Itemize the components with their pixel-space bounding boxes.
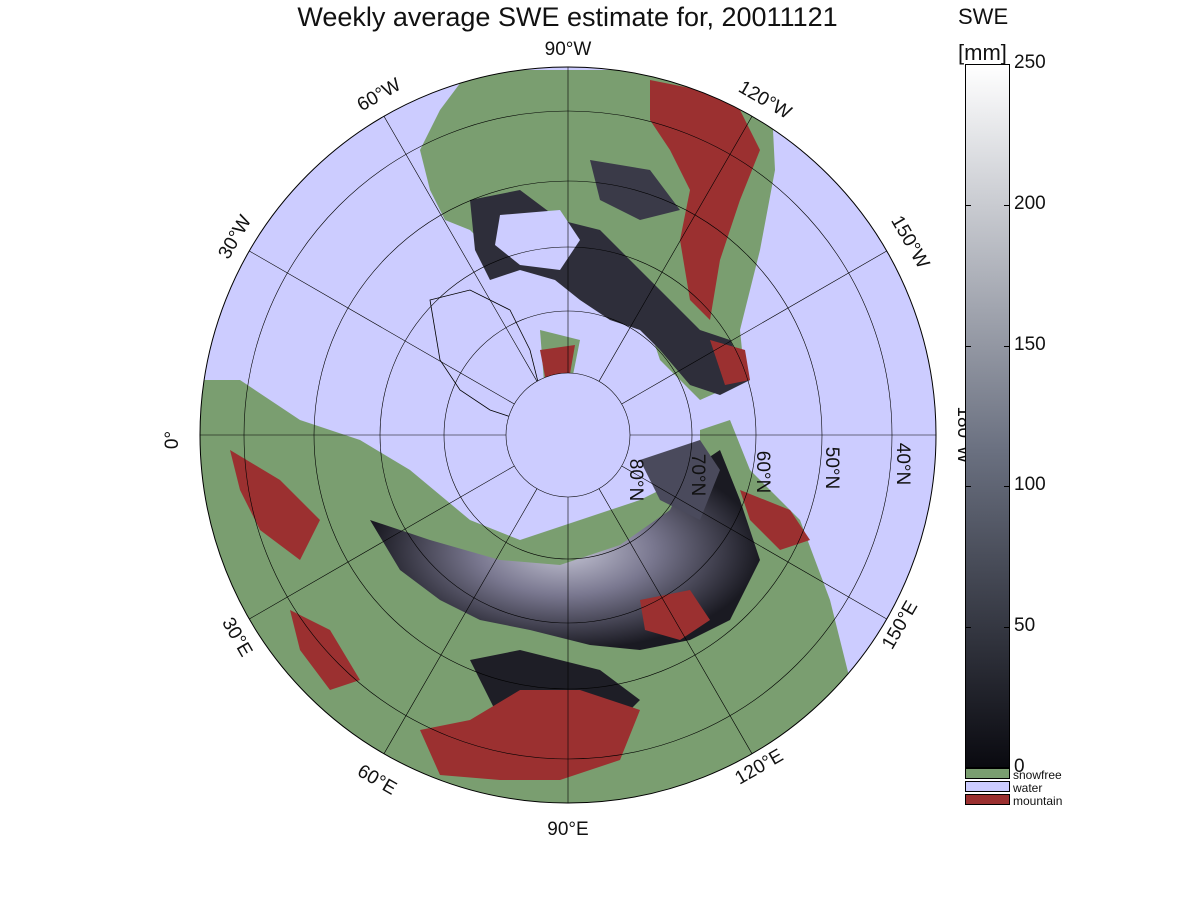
- meridian-line: [249, 465, 515, 620]
- mountain-kamchatka: [640, 590, 710, 640]
- colorbar-tick: [1004, 627, 1010, 629]
- colorbar-tick-label: 100: [1014, 474, 1046, 496]
- mountain-scandinavia: [230, 450, 320, 560]
- meridian-line: [621, 250, 887, 405]
- colorbar-tick: [965, 204, 971, 206]
- mountain-alaska: [710, 340, 750, 385]
- map-title: Weekly average SWE estimate for, 2001112…: [297, 2, 838, 32]
- lat-label-70n: 70°N: [687, 454, 708, 496]
- meridian-line: [621, 465, 887, 620]
- colorbar-tick: [965, 627, 971, 629]
- colorbar-unit: [mm]: [958, 40, 1007, 65]
- lat-label-40n: 40°N: [892, 443, 913, 485]
- lon-label-60e: 60°E: [354, 761, 400, 800]
- colorbar-tick: [965, 64, 971, 65]
- lon-label-90w: 90°W: [545, 39, 592, 60]
- polar-cap: [506, 373, 630, 497]
- colorbar-tick-label: 50: [1014, 615, 1036, 637]
- colorbar-tick-label: 250: [1014, 52, 1046, 73]
- colorbar: [965, 64, 1010, 768]
- lat-label-50n: 50°N: [821, 447, 842, 489]
- legend-swatch-water: [965, 781, 1010, 792]
- mountain-central-asia: [420, 690, 640, 780]
- lon-label-90e: 90°E: [547, 819, 588, 840]
- mountain-caucasus: [290, 610, 360, 690]
- legend-label-snowfree: snowfree: [1013, 768, 1062, 782]
- meridian-line: [383, 116, 538, 382]
- colorbar-tick: [1004, 204, 1010, 206]
- legend-swatch-mountain: [965, 794, 1010, 805]
- meridian-line: [598, 488, 753, 754]
- meridian-lines: [200, 67, 936, 803]
- colorbar-tick-label: 0: [1014, 756, 1025, 777]
- legend-label-mountain: mountain: [1013, 794, 1063, 808]
- lat-label-60n: 60°N: [752, 451, 773, 493]
- meridian-line: [598, 116, 753, 382]
- colorbar-tick: [1004, 486, 1010, 488]
- meridian-line: [249, 250, 515, 405]
- meridian-line: [383, 488, 538, 754]
- hudson-bay: [495, 210, 580, 270]
- colorbar-tick: [1004, 64, 1010, 65]
- colorbar-tick: [965, 345, 971, 347]
- lat-label-80n: 80°N: [625, 459, 646, 501]
- mountain-rockies: [650, 80, 760, 320]
- colorbar-title: SWE: [958, 4, 1009, 29]
- map-border: [199, 66, 937, 804]
- legend-label-water: water: [1013, 781, 1043, 795]
- lon-label-0: 0°: [162, 431, 183, 449]
- snow-cover-siberia-north: [640, 440, 720, 520]
- colorbar-tick-label: 150: [1014, 333, 1046, 355]
- legend-swatch-snowfree: [965, 768, 1010, 779]
- colorbar-tick: [965, 486, 971, 488]
- mountain-east-siberia: [740, 490, 810, 550]
- colorbar-tick: [1004, 345, 1010, 347]
- colorbar-tick-label: 200: [1014, 192, 1046, 214]
